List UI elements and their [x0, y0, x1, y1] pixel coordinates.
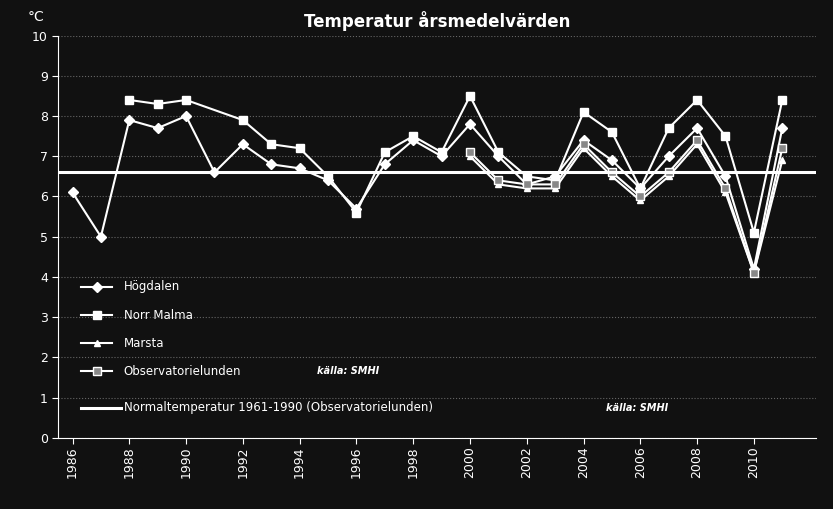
Text: källa: SMHI: källa: SMHI: [317, 366, 379, 376]
Text: °C: °C: [28, 10, 45, 23]
Title: Temperatur årsmedelvärden: Temperatur årsmedelvärden: [304, 11, 571, 31]
Text: Observatorielunden: Observatorielunden: [123, 365, 241, 378]
Text: Marsta: Marsta: [123, 337, 164, 350]
Text: källa: SMHI: källa: SMHI: [606, 403, 669, 413]
Text: Normaltemperatur 1961-1990 (Observatorielunden): Normaltemperatur 1961-1990 (Observatorie…: [123, 401, 432, 414]
Text: Norr Malma: Norr Malma: [123, 308, 192, 322]
Text: Högdalen: Högdalen: [123, 280, 180, 294]
